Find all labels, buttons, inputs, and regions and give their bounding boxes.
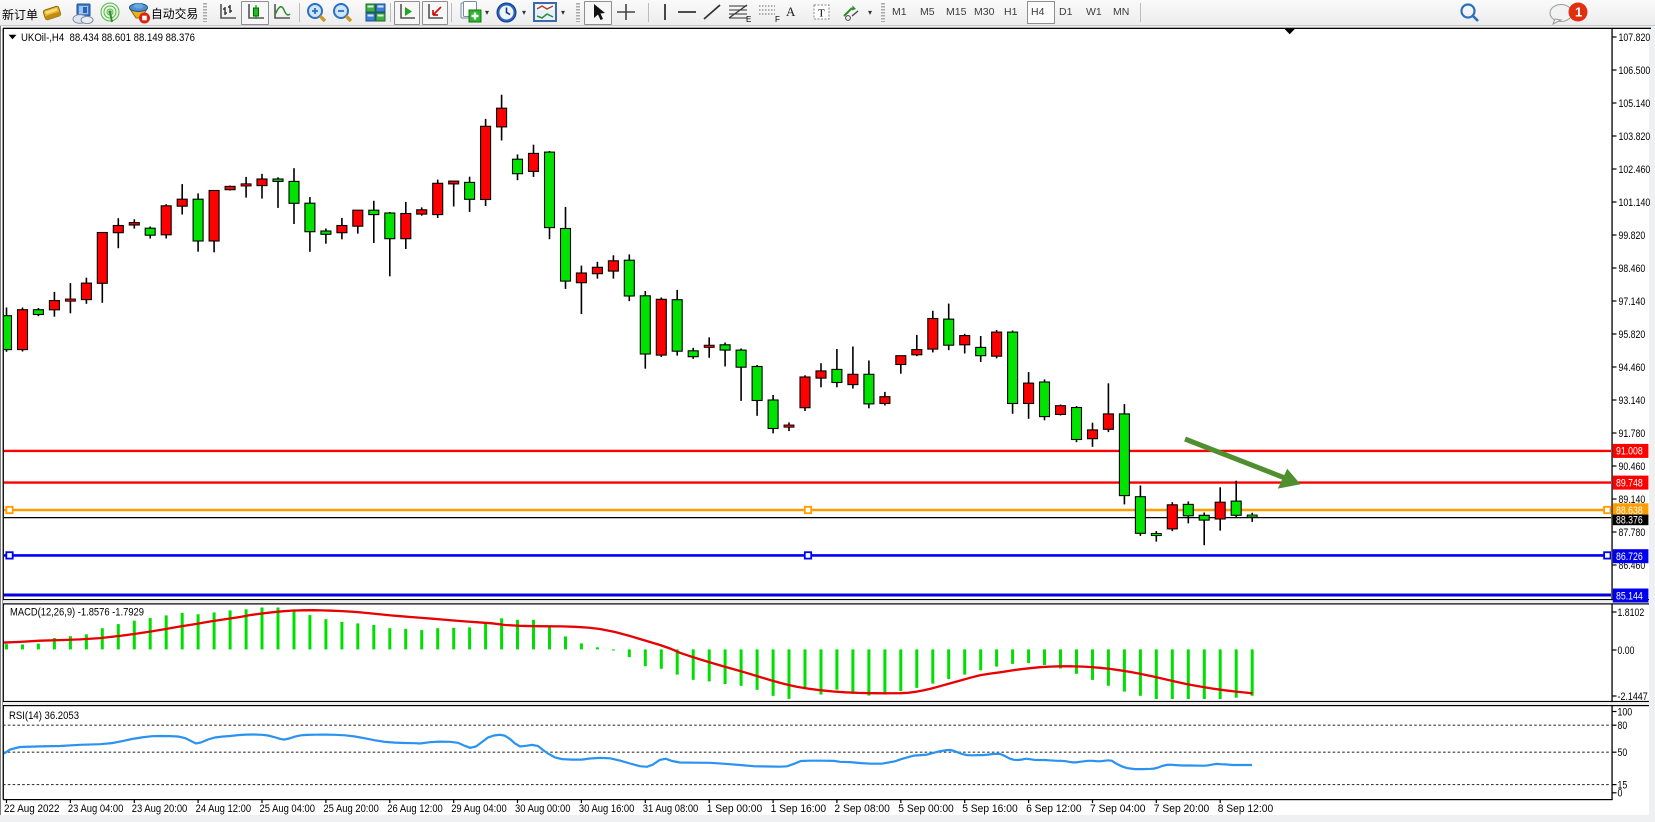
svg-text:89.748: 89.748 — [1616, 477, 1643, 489]
svg-text:8 Sep 12:00: 8 Sep 12:00 — [1218, 803, 1274, 815]
svg-text:22 Aug 2022: 22 Aug 2022 — [4, 803, 60, 815]
svg-text:106.500: 106.500 — [1619, 65, 1651, 77]
svg-text:2 Sep 08:00: 2 Sep 08:00 — [834, 803, 890, 815]
svg-text:15: 15 — [1618, 779, 1628, 791]
svg-text:25 Aug 04:00: 25 Aug 04:00 — [260, 803, 316, 815]
svg-text:26 Aug 12:00: 26 Aug 12:00 — [387, 803, 443, 815]
svg-text:1 Sep 00:00: 1 Sep 00:00 — [707, 803, 763, 815]
svg-text:25 Aug 20:00: 25 Aug 20:00 — [323, 803, 379, 815]
svg-text:MACD(12,26,9) -1.8576 -1.7929: MACD(12,26,9) -1.8576 -1.7929 — [10, 607, 144, 619]
svg-text:102.460: 102.460 — [1619, 164, 1651, 176]
svg-text:88.376: 88.376 — [1616, 514, 1643, 526]
svg-text:80: 80 — [1618, 720, 1628, 732]
svg-text:23 Aug 04:00: 23 Aug 04:00 — [68, 803, 124, 815]
svg-text:94.460: 94.460 — [1619, 362, 1646, 374]
svg-text:105.140: 105.140 — [1619, 98, 1651, 110]
svg-text:30 Aug 16:00: 30 Aug 16:00 — [579, 803, 635, 815]
svg-text:100: 100 — [1618, 706, 1633, 718]
svg-text:T: T — [818, 8, 825, 20]
svg-text:31 Aug 08:00: 31 Aug 08:00 — [643, 803, 699, 815]
svg-text:UKOil-,H4 88.434 88.601 88.14: UKOil-,H4 88.434 88.601 88.149 88.376 — [21, 32, 195, 44]
svg-text:5 Sep 16:00: 5 Sep 16:00 — [962, 803, 1018, 815]
svg-text:90.460: 90.460 — [1619, 461, 1646, 473]
svg-text:F: F — [775, 15, 780, 23]
svg-text:87.780: 87.780 — [1619, 527, 1646, 539]
svg-text:0: 0 — [1618, 788, 1623, 800]
svg-text:89.140: 89.140 — [1619, 494, 1646, 506]
svg-text:107.820: 107.820 — [1619, 32, 1651, 44]
svg-text:85.144: 85.144 — [1616, 590, 1643, 602]
svg-text:RSI(14) 36.2053: RSI(14) 36.2053 — [9, 710, 79, 722]
svg-text:23 Aug 20:00: 23 Aug 20:00 — [132, 803, 188, 815]
svg-text:50: 50 — [1618, 747, 1628, 759]
svg-text:1: 1 — [1575, 5, 1582, 20]
svg-text:24 Aug 12:00: 24 Aug 12:00 — [196, 803, 252, 815]
svg-text:103.820: 103.820 — [1619, 131, 1651, 143]
svg-text:29 Aug 04:00: 29 Aug 04:00 — [451, 803, 507, 815]
svg-text:6 Sep 12:00: 6 Sep 12:00 — [1026, 803, 1082, 815]
svg-text:86.726: 86.726 — [1616, 551, 1643, 563]
svg-text:30 Aug 00:00: 30 Aug 00:00 — [515, 803, 571, 815]
svg-text:98.460: 98.460 — [1619, 263, 1646, 275]
svg-text:95.820: 95.820 — [1619, 329, 1646, 341]
svg-text:1 Sep 16:00: 1 Sep 16:00 — [771, 803, 827, 815]
svg-text:101.140: 101.140 — [1619, 197, 1651, 209]
svg-text:-2.1447: -2.1447 — [1618, 691, 1648, 703]
svg-text:99.820: 99.820 — [1619, 230, 1646, 242]
svg-text:5 Sep 00:00: 5 Sep 00:00 — [898, 803, 954, 815]
svg-text:1.8102: 1.8102 — [1618, 607, 1645, 619]
svg-text:91.008: 91.008 — [1616, 446, 1643, 458]
svg-text:7 Sep 20:00: 7 Sep 20:00 — [1154, 803, 1210, 815]
svg-text:91.780: 91.780 — [1619, 428, 1646, 440]
svg-text:93.140: 93.140 — [1619, 395, 1646, 407]
svg-text:7 Sep 04:00: 7 Sep 04:00 — [1090, 803, 1146, 815]
svg-text:E: E — [746, 15, 751, 23]
svg-text:97.140: 97.140 — [1619, 296, 1646, 308]
svg-text:88.638: 88.638 — [1616, 505, 1643, 517]
svg-text:0.00: 0.00 — [1618, 645, 1635, 657]
